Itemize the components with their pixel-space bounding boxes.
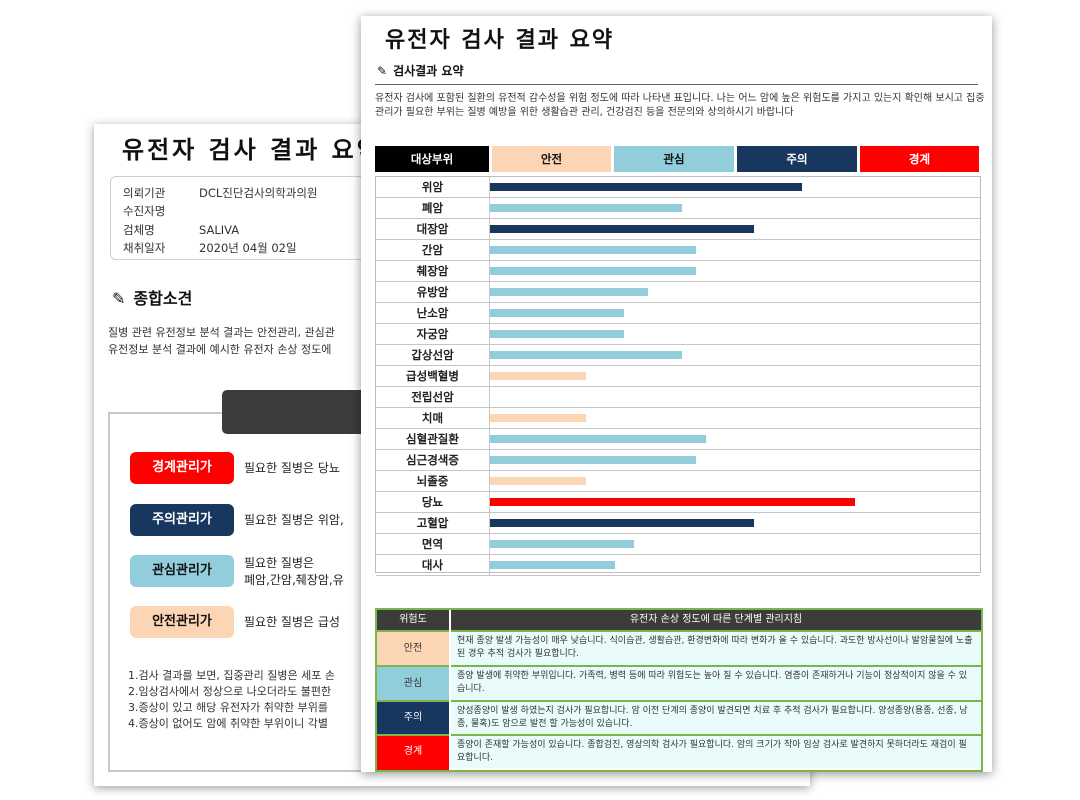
- chart-category-label: 폐암: [376, 198, 490, 218]
- legend-interest: 관심: [614, 146, 734, 172]
- guide-text-cell: 양성종양이 발생 하였는지 검사가 필요합니다. 암 이전 단계의 종양이 발견…: [451, 700, 981, 734]
- chart-row: 뇌졸중: [376, 471, 980, 492]
- chart-category-label: 간암: [376, 240, 490, 260]
- guide-level-cell: 안전: [377, 630, 449, 667]
- level-text-safe: 필요한 질병은 급성: [244, 615, 340, 629]
- chart-category-label: 갑상선암: [376, 345, 490, 365]
- chart-bar: [490, 204, 682, 212]
- front-page-title: 유전자 검사 결과 요약: [385, 28, 615, 53]
- chart-bar: [490, 351, 682, 359]
- chart-bar: [490, 561, 615, 569]
- guide-level-cell: 관심: [377, 665, 449, 702]
- result-summary-heading: ✎ 검사결과 요약: [377, 64, 464, 78]
- chart-category-label: 면역: [376, 534, 490, 554]
- chart-row: 치매: [376, 408, 980, 429]
- chart-bar: [490, 477, 586, 485]
- chart-row: 급성백혈병: [376, 366, 980, 387]
- chart-category-label: 대사: [376, 555, 490, 575]
- chart-row: 자궁암: [376, 324, 980, 345]
- risk-bar-chart: 위암 폐암 대장암 간암 췌장암 유방암 난소암 자궁암 갑상선암 급성백혈병 전립선암 치매 심혈관질…: [375, 176, 981, 576]
- level-pill-boundary: 경계관리가: [130, 452, 234, 484]
- chart-bar: [490, 414, 586, 422]
- chart-bar: [490, 456, 697, 464]
- info-row-patient-name: 수진자명: [123, 204, 166, 218]
- chart-row: 난소암: [376, 303, 980, 324]
- legend-target-site: 대상부위: [375, 146, 489, 172]
- chart-category-label: 고혈압: [376, 513, 490, 533]
- front-report-page: 유전자 검사 결과 요약 ✎ 검사결과 요약 유전자 검사에 포함된 질환의 유전…: [361, 16, 992, 772]
- level-pill-interest: 관심관리가: [130, 555, 234, 587]
- management-guide-table: 위험도 유전자 손상 정도에 따른 단계별 관리지침 안전 현재 종양 발생 가능…: [375, 608, 983, 772]
- level-text-boundary: 필요한 질병은 당뇨: [244, 461, 340, 475]
- guide-level-cell: 주의: [377, 700, 449, 736]
- guide-text-cell: 종양이 존재할 가능성이 있습니다. 종합검진, 영상의학 검사가 필요합니다.…: [451, 734, 981, 768]
- chart-row: 당뇨: [376, 492, 980, 513]
- chart-row: 췌장암: [376, 261, 980, 282]
- chart-row: 고혈압: [376, 513, 980, 534]
- chart-bar: [490, 435, 706, 443]
- chart-row: 위암: [376, 177, 980, 198]
- chart-row: 대사: [376, 555, 980, 576]
- chart-row: 대장암: [376, 219, 980, 240]
- risk-legend: 대상부위 안전 관심 주의 경계: [375, 146, 979, 172]
- info-row-collection-date: 채취일자 2020년 04월 02일: [123, 241, 297, 255]
- legend-safe: 안전: [492, 146, 611, 172]
- chart-row: 심근경색증: [376, 450, 980, 471]
- chart-category-label: 심혈관질환: [376, 429, 490, 449]
- chart-category-label: 전립선암: [376, 387, 490, 407]
- legend-boundary: 경계: [860, 146, 979, 172]
- result-description: 유전자 검사에 포함된 질환의 유전적 감수성을 위험 정도에 따라 나타낸 표…: [375, 93, 985, 118]
- chart-bar: [490, 183, 802, 191]
- chart-bar: [490, 225, 754, 233]
- guide-text-cell: 현재 종양 발생 가능성이 매우 낮습니다. 식이습관, 생활습관, 환경변화에…: [451, 630, 981, 665]
- info-row-specimen: 검체명 SALIVA: [123, 223, 240, 237]
- summary-description: 질병 관련 유전정보 분석 결과는 안전관리, 관심관 유전정보 분석 결과에 …: [108, 326, 335, 356]
- chart-category-label: 치매: [376, 408, 490, 428]
- back-page-title: 유전자 검사 결과 요약: [122, 136, 382, 164]
- chart-row: 심혈관질환: [376, 429, 980, 450]
- legend-caution: 주의: [737, 146, 857, 172]
- chart-category-label: 당뇨: [376, 492, 490, 512]
- chart-bar: [490, 519, 754, 527]
- chart-row: 폐암: [376, 198, 980, 219]
- level-text-caution: 필요한 질병은 위암,: [244, 513, 344, 527]
- chart-category-label: 유방암: [376, 282, 490, 302]
- chart-row: 갑상선암: [376, 345, 980, 366]
- chart-bar: [490, 267, 697, 275]
- guide-header-level: 위험도: [377, 610, 449, 630]
- chart-bar: [490, 372, 586, 380]
- summary-section-heading: ✎ 종합소견: [112, 289, 193, 308]
- chart-category-label: 심근경색증: [376, 450, 490, 470]
- guide-header-text: 유전자 손상 정도에 따른 단계별 관리지침: [451, 610, 981, 630]
- chart-category-label: 대장암: [376, 219, 490, 239]
- chart-category-label: 뇌졸중: [376, 471, 490, 491]
- chart-bar: [490, 288, 649, 296]
- level-text-interest: 필요한 질병은 폐암,간암,췌장암,유: [244, 556, 344, 587]
- chart-category-label: 위암: [376, 177, 490, 197]
- chart-category-label: 자궁암: [376, 324, 490, 344]
- level-pill-caution: 주의관리가: [130, 504, 234, 536]
- info-row-institution: 의뢰기관 DCL진단검사의학과의원: [123, 186, 318, 200]
- chart-row: 전립선암: [376, 387, 980, 408]
- level-pill-safe: 안전관리가: [130, 606, 234, 638]
- chart-bar: [490, 309, 625, 317]
- heading-divider: [375, 84, 978, 85]
- chart-row: 면역: [376, 534, 980, 555]
- pencil-icon: ✎: [112, 289, 126, 308]
- chart-bar: [490, 540, 634, 548]
- guide-text-cell: 종양 발생에 취약한 부위입니다. 가족력, 병력 등에 따라 위험도는 높아 …: [451, 665, 981, 700]
- chart-row: 유방암: [376, 282, 980, 303]
- chart-row: 간암: [376, 240, 980, 261]
- chart-category-label: 췌장암: [376, 261, 490, 281]
- chart-bar: [490, 246, 697, 254]
- guide-level-cell: 경계: [377, 734, 449, 770]
- chart-bar: [490, 498, 855, 506]
- chart-category-label: 급성백혈병: [376, 366, 490, 386]
- pencil-icon: ✎: [377, 64, 388, 78]
- summary-notes: 1.검사 결과를 보면, 집중관리 질병은 세포 손 2.임상검사에서 정상으로…: [128, 669, 336, 730]
- chart-category-label: 난소암: [376, 303, 490, 323]
- chart-bar: [490, 330, 625, 338]
